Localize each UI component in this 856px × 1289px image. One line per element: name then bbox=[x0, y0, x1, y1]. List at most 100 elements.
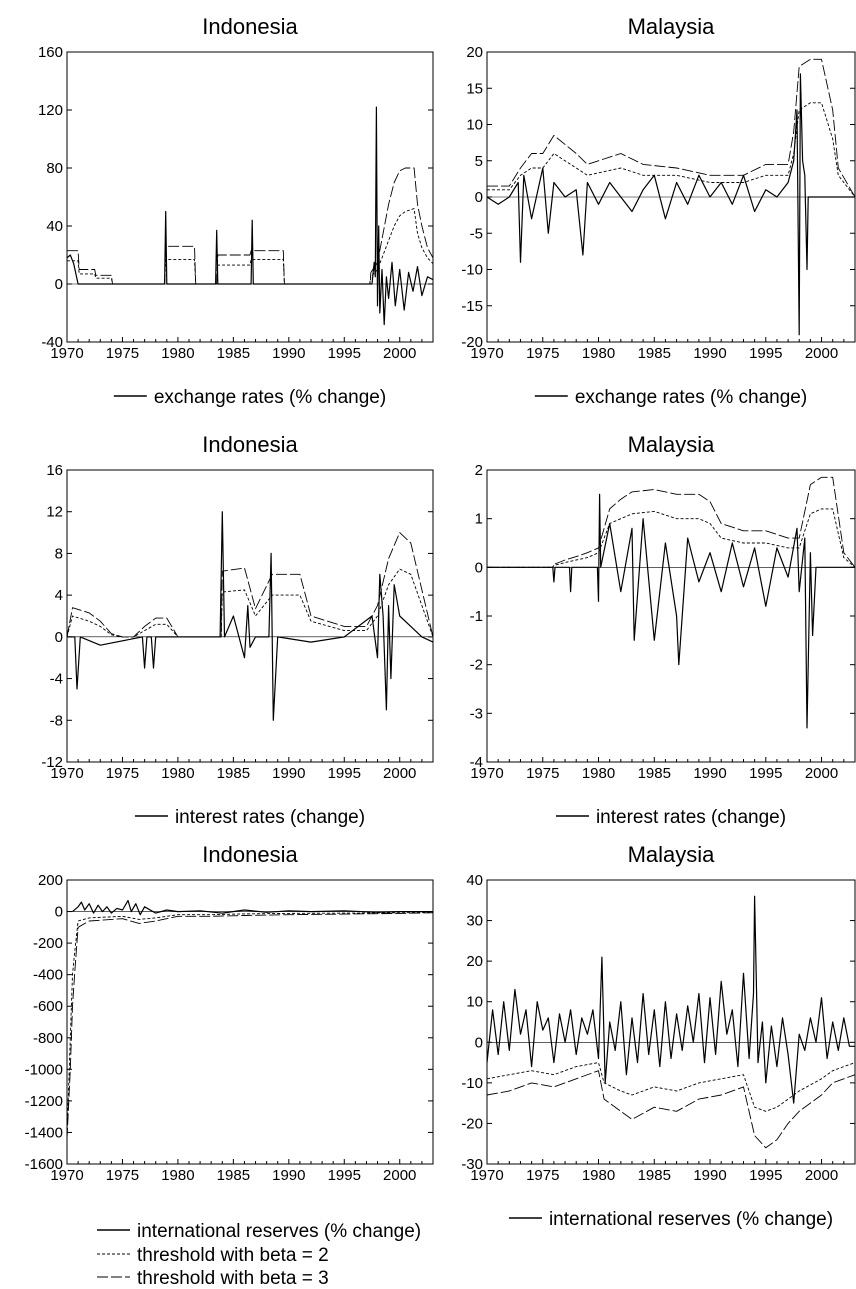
x-tick-label: 1985 bbox=[638, 765, 671, 782]
y-tick-label: -4 bbox=[470, 754, 483, 771]
y-tick-label: 2 bbox=[475, 462, 483, 479]
series-line-beta2 bbox=[66, 568, 434, 638]
y-tick-label: -1400 bbox=[25, 1124, 63, 1141]
x-tick-label: 1985 bbox=[638, 1167, 671, 1184]
x-tick-label: 1995 bbox=[328, 1167, 361, 1184]
y-tick-label: 160 bbox=[38, 44, 63, 61]
chart-title: Malaysia bbox=[628, 432, 716, 457]
series-line-beta2 bbox=[486, 1062, 856, 1112]
y-tick-label: 0 bbox=[475, 189, 483, 206]
y-tick-label: 40 bbox=[46, 218, 63, 235]
series-line-data bbox=[67, 511, 434, 721]
chart-title: Malaysia bbox=[628, 14, 716, 39]
x-tick-label: 2000 bbox=[805, 1167, 838, 1184]
x-tick-label: 1990 bbox=[272, 345, 305, 362]
x-tick-label: 1970 bbox=[50, 765, 83, 782]
y-tick-label: -8 bbox=[50, 712, 63, 729]
x-tick-label: 2000 bbox=[805, 345, 838, 362]
x-tick-label: 1970 bbox=[470, 765, 503, 782]
x-tick-label: 1995 bbox=[749, 345, 782, 362]
y-tick-label: 20 bbox=[466, 44, 483, 61]
y-tick-label: -30 bbox=[461, 1156, 483, 1173]
y-tick-label: -800 bbox=[33, 1030, 63, 1047]
x-tick-label: 1975 bbox=[526, 765, 559, 782]
y-tick-label: -1 bbox=[470, 608, 483, 625]
plot-frame bbox=[486, 879, 856, 1165]
y-tick-label: 1 bbox=[475, 511, 483, 528]
y-tick-label: -1000 bbox=[25, 1061, 63, 1078]
x-tick-label: 2000 bbox=[805, 765, 838, 782]
y-tick-label: -20 bbox=[461, 334, 483, 351]
chart-panel: Indonesia -40 0 40 80 120 160 1970 1975 1980 1985 1… bbox=[38, 14, 434, 408]
series-line-beta2 bbox=[66, 911, 434, 1136]
x-tick-label: 1990 bbox=[693, 345, 726, 362]
series-line-beta3 bbox=[487, 58, 856, 198]
series-line-data bbox=[72, 899, 433, 916]
panel-legend-label: interest rates (change) bbox=[175, 807, 365, 828]
x-tick-label: 1975 bbox=[526, 1167, 559, 1184]
x-tick-label: 1975 bbox=[106, 1167, 139, 1184]
y-tick-label: 40 bbox=[466, 872, 483, 889]
series-line-beta3 bbox=[66, 532, 434, 638]
x-tick-label: 1980 bbox=[161, 1167, 194, 1184]
x-tick-label: 1970 bbox=[470, 345, 503, 362]
y-tick-label: 4 bbox=[55, 587, 63, 604]
chart-title: Indonesia bbox=[202, 842, 298, 867]
y-tick-label: 0 bbox=[55, 904, 63, 921]
x-tick-label: 1995 bbox=[749, 765, 782, 782]
x-tick-label: 1980 bbox=[582, 345, 615, 362]
x-tick-label: 1985 bbox=[638, 345, 671, 362]
chart-panel: Indonesia -12 -8 -4 0 4 8 12 16 1970 1975 1980 1985 1… bbox=[41, 432, 434, 828]
plot-frame bbox=[486, 469, 856, 763]
series-line-data bbox=[487, 493, 855, 729]
y-tick-label: -5 bbox=[470, 225, 483, 242]
legend-label-beta2: threshold with beta = 2 bbox=[137, 1245, 329, 1266]
plot-frame bbox=[66, 51, 434, 343]
chart-panel: Malaysia -4 -3 -2 -1 0 1 2 1970 1975 1980 1985 1990 1… bbox=[470, 432, 856, 828]
panel-legend-label: interest rates (change) bbox=[596, 807, 786, 828]
y-tick-label: 0 bbox=[55, 629, 63, 646]
chart-panel: Malaysia -20 -15 -10 -5 0 5 10 15 20 1970 1975 1980 1… bbox=[461, 14, 856, 408]
y-tick-label: 0 bbox=[475, 559, 483, 576]
panel-legend-label: exchange rates (% change) bbox=[575, 387, 807, 408]
plot-frame bbox=[66, 879, 434, 1165]
x-tick-label: 1985 bbox=[217, 765, 250, 782]
series-line-data bbox=[66, 106, 434, 326]
series-line-beta2 bbox=[487, 102, 856, 198]
y-tick-label: 15 bbox=[466, 80, 483, 97]
plot-frame bbox=[66, 469, 434, 763]
x-tick-label: 1975 bbox=[106, 765, 139, 782]
x-tick-label: 1975 bbox=[526, 345, 559, 362]
chart-title: Indonesia bbox=[202, 432, 298, 457]
y-tick-label: -600 bbox=[33, 998, 63, 1015]
x-tick-label: 1990 bbox=[272, 765, 305, 782]
y-tick-label: 200 bbox=[38, 872, 63, 889]
y-tick-label: 8 bbox=[55, 545, 63, 562]
chart-title: Malaysia bbox=[628, 842, 716, 867]
y-tick-label: 0 bbox=[475, 1034, 483, 1051]
x-tick-label: 1995 bbox=[328, 765, 361, 782]
x-tick-label: 2000 bbox=[383, 765, 416, 782]
y-tick-label: -10 bbox=[461, 1075, 483, 1092]
x-tick-label: 2000 bbox=[383, 345, 416, 362]
y-tick-label: 10 bbox=[466, 994, 483, 1011]
x-tick-label: 1970 bbox=[50, 345, 83, 362]
y-tick-label: 5 bbox=[475, 153, 483, 170]
y-tick-label: -200 bbox=[33, 935, 63, 952]
y-tick-label: -15 bbox=[461, 298, 483, 315]
x-tick-label: 1970 bbox=[470, 1167, 503, 1184]
y-tick-label: -10 bbox=[461, 262, 483, 279]
x-tick-label: 1995 bbox=[749, 1167, 782, 1184]
x-tick-label: 1980 bbox=[582, 765, 615, 782]
y-tick-label: 120 bbox=[38, 102, 63, 119]
y-tick-label: -400 bbox=[33, 967, 63, 984]
x-tick-label: 1980 bbox=[161, 765, 194, 782]
x-tick-label: 1990 bbox=[693, 765, 726, 782]
y-tick-label: 0 bbox=[55, 276, 63, 293]
y-tick-label: 10 bbox=[466, 117, 483, 134]
y-tick-label: 80 bbox=[46, 160, 63, 177]
x-tick-label: 1980 bbox=[582, 1167, 615, 1184]
y-tick-label: -12 bbox=[41, 754, 63, 771]
